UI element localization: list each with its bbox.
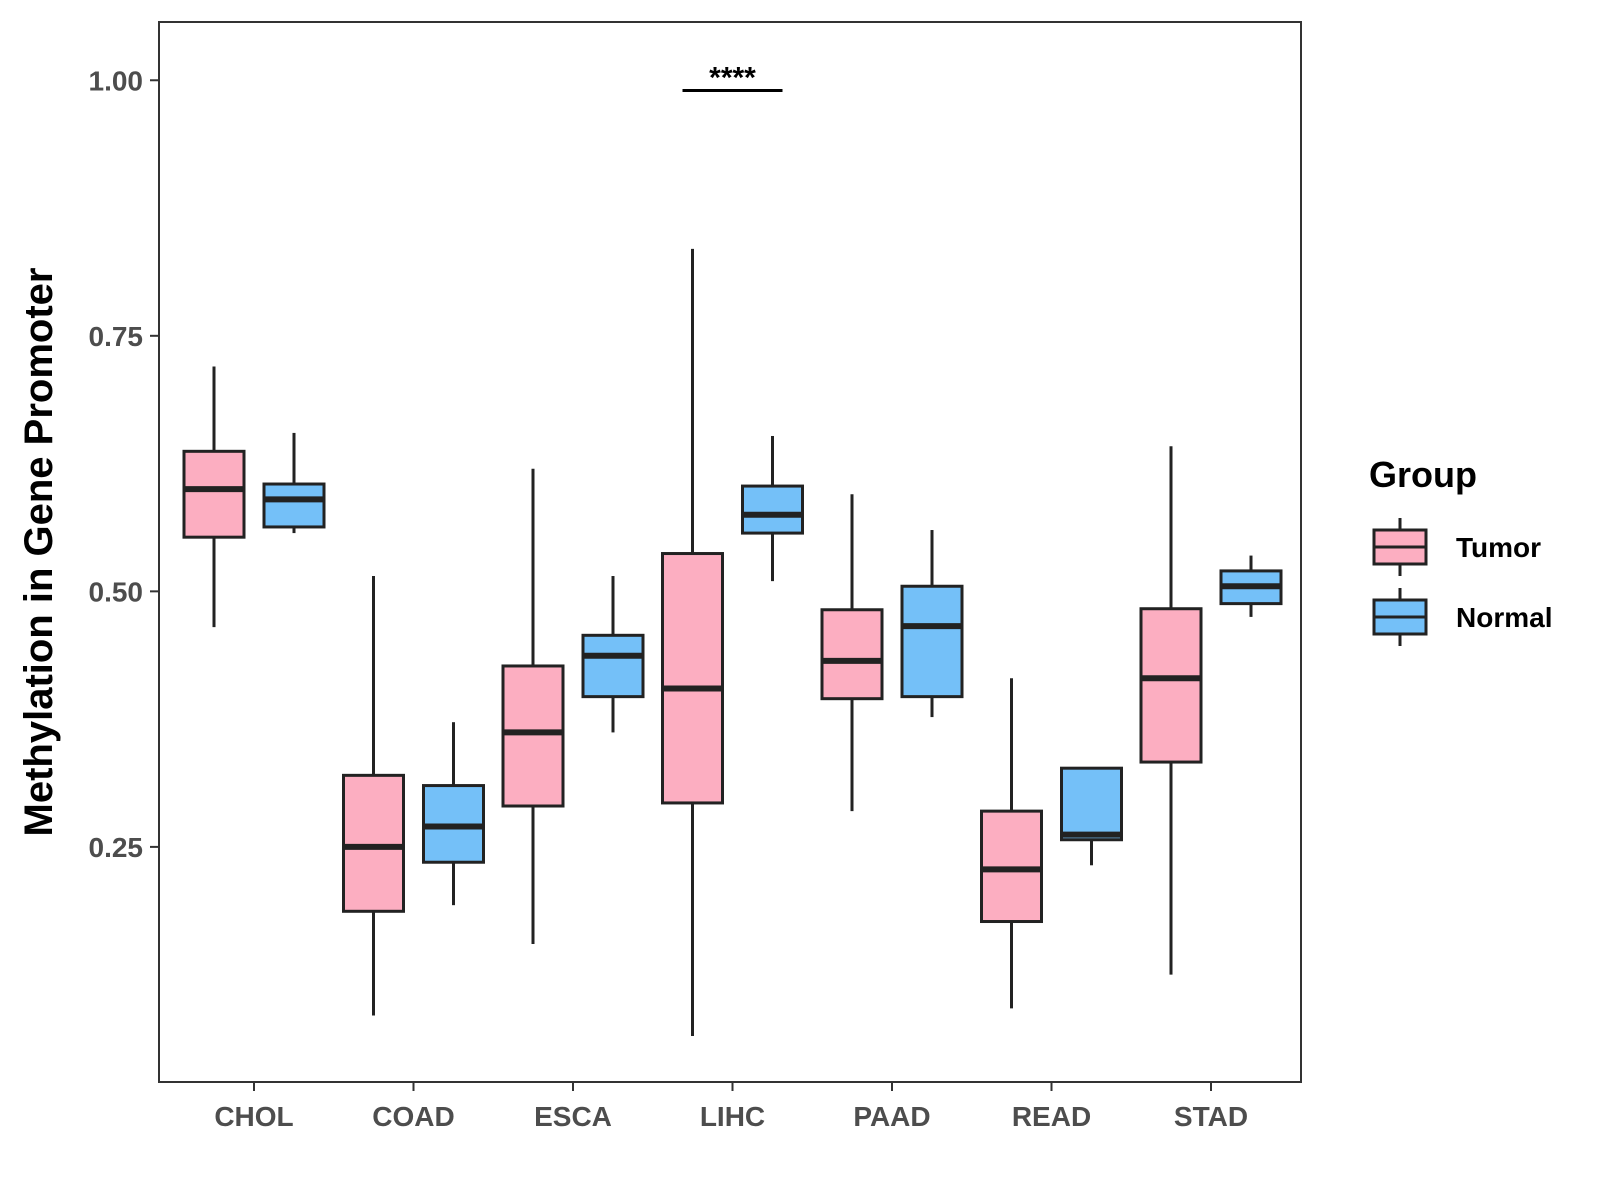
legend-item-normal: Normal — [1372, 588, 1552, 646]
y-axis-title: Methylation in Gene Promoter — [17, 268, 61, 837]
legend-item-tumor: Tumor — [1372, 518, 1541, 576]
significance-label: **** — [709, 61, 756, 94]
box-body — [581, 633, 645, 699]
x-tick-label: COAD — [372, 1101, 454, 1132]
box-tumor-chol — [182, 366, 246, 628]
legend-title: Group — [1369, 454, 1477, 495]
box-tumor-paad — [820, 494, 884, 812]
box-tumor-esca — [501, 468, 565, 945]
box-body — [1139, 607, 1203, 764]
box-tumor-coad — [342, 576, 405, 1016]
box-body — [900, 584, 964, 699]
box-tumor-read — [980, 678, 1043, 1009]
x-tick-label: READ — [1012, 1101, 1091, 1132]
y-tick-label: 1.00 — [89, 65, 144, 96]
box-body — [342, 773, 405, 913]
y-tick-label: 0.75 — [89, 321, 144, 352]
y-tick-label: 0.50 — [89, 576, 144, 607]
annotations: **** — [682, 61, 783, 94]
y-tick-label: 0.25 — [89, 832, 144, 863]
box-normal-coad — [422, 722, 485, 906]
x-tick-label: STAD — [1174, 1101, 1248, 1132]
box-normal-esca — [581, 576, 645, 733]
plot-panel — [158, 21, 1302, 1083]
legend: Group Tumor Normal — [1369, 454, 1552, 646]
box-normal-chol — [262, 432, 326, 534]
box-body — [262, 482, 326, 529]
legend-label: Tumor — [1456, 532, 1541, 563]
x-tick-label: PAAD — [853, 1101, 930, 1132]
box-body — [820, 608, 884, 701]
x-tick-label: CHOL — [214, 1101, 293, 1132]
box-body — [1060, 766, 1123, 842]
box-body — [741, 484, 804, 535]
box-normal-lihc — [741, 435, 804, 582]
box-body — [501, 664, 565, 808]
box-normal-stad — [1219, 555, 1283, 617]
box-series — [182, 248, 1283, 1037]
x-axis: CHOL COAD ESCA LIHC PAAD READ STAD — [214, 1082, 1248, 1132]
x-tick-label: ESCA — [534, 1101, 612, 1132]
box-normal-read — [1060, 766, 1123, 866]
box-tumor-stad — [1139, 446, 1203, 975]
box-body — [182, 449, 246, 539]
box-body — [661, 552, 724, 805]
x-tick-label: LIHC — [700, 1101, 765, 1132]
legend-label: Normal — [1456, 602, 1552, 633]
box-body — [980, 809, 1043, 924]
box-normal-paad — [900, 530, 964, 718]
box-tumor-lihc — [661, 248, 724, 1037]
y-axis: 0.25 0.50 0.75 1.00 — [89, 65, 159, 863]
